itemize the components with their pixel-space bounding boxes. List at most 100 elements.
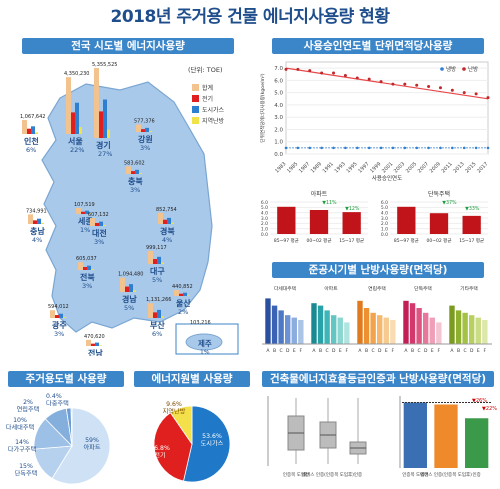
cert-bar [465, 418, 489, 468]
trend-xtick-label: 2003 [393, 161, 406, 174]
trend-xtick-label: 1991 [322, 161, 335, 174]
period-bar [455, 310, 462, 344]
map-legend-label: 지역난방 [202, 117, 225, 125]
period-bar [324, 310, 330, 344]
apt-bar [309, 210, 329, 234]
heating-point [450, 88, 454, 92]
period-bar [482, 320, 488, 344]
region-total-label: 1,131,266 [146, 297, 171, 303]
map-legend-swatch [192, 117, 199, 124]
region-pct-label: 3% [54, 330, 64, 338]
heating-point [474, 92, 478, 96]
region-district-bar [107, 129, 110, 138]
region-district-bar [149, 131, 152, 132]
apt-ytick: 6.0 [261, 200, 268, 206]
apt-ytick: 4.0 [261, 210, 268, 216]
usage-slice-label: 59% [85, 437, 99, 444]
trend-chart: 0.01.02.03.04.05.06.07.01983198519871989… [259, 61, 490, 244]
period-cat-label: C [372, 348, 375, 354]
usage-slice-label: 다세대주택 [6, 424, 35, 432]
period-cat-label: D [378, 348, 382, 354]
apt-note-b: ▼12% [345, 206, 360, 212]
region-elec-bar [71, 112, 75, 134]
period-cat-label: E [293, 348, 296, 354]
trend-xaxis-label: 사용승인연도 [372, 174, 402, 182]
region-gas-bar [37, 218, 41, 224]
period-bar [423, 312, 429, 344]
cert-box-label: 인증 [354, 471, 362, 478]
heating-point [320, 71, 324, 75]
region-pct-label: 5% [152, 276, 162, 284]
trend-xtick-label: 2011 [441, 161, 454, 174]
region-district-bar [89, 213, 92, 214]
cert-box-label: 에버스 인증(인증목 도입후) [302, 471, 354, 478]
period-bar [317, 305, 324, 344]
region-elec-bar [27, 128, 31, 134]
region-district-bar [41, 222, 44, 224]
region-gas-bar [129, 284, 133, 292]
region-gas-bar [99, 221, 103, 226]
region-total-bar [148, 250, 153, 264]
house-bar [397, 206, 416, 234]
period-cat-label: D [332, 348, 336, 354]
region-name-label: 충북 [128, 176, 143, 186]
trend-plot-area [285, 61, 489, 155]
region-elec-bar [179, 293, 183, 296]
cert-bar [403, 402, 427, 468]
region-total-label: 605,037 [76, 256, 97, 262]
usage-slice-label: 15% [19, 463, 33, 470]
source-section-header: 에너지원별 사용량 [134, 371, 250, 387]
map-legend-label: 도시가스 [202, 106, 225, 114]
region-district-bar [171, 222, 174, 224]
region-name-label: 강원 [138, 134, 153, 144]
region-elec-bar [131, 171, 135, 174]
period-bar [331, 315, 337, 344]
trend-ytick-label: 5.0 [274, 91, 283, 97]
region-gas-bar [135, 169, 139, 174]
region-elec-bar [83, 266, 87, 270]
usage-slice-label: 0.4% [46, 393, 62, 400]
source-slice-label: 전기 [154, 452, 165, 460]
apt-ytick: 3.0 [261, 216, 268, 222]
period-cat-label: E [431, 348, 434, 354]
source-slice-label: 53.6% [202, 433, 222, 440]
map-legend-swatch [192, 106, 199, 113]
region-elec-bar [55, 315, 59, 318]
period-bar [370, 312, 376, 344]
cert-bar-label: 인증 [473, 471, 481, 478]
period-bar [409, 303, 416, 344]
region-gas-bar [145, 127, 149, 132]
source-slice-label: 도시가스 [201, 440, 224, 448]
house-ytick: 4.0 [381, 210, 388, 216]
region-pct-label: 27% [98, 150, 112, 158]
region-name-label: 경남 [122, 294, 137, 304]
region-pct-label: 3% [130, 186, 140, 194]
region-total-label: 107,519 [74, 202, 95, 208]
region-elec-bar [163, 219, 167, 224]
trend-ytick-label: 3.0 [274, 115, 283, 121]
trend-xtick-label: 1987 [298, 161, 311, 174]
period-cat-label: A [312, 348, 316, 354]
period-bar [265, 298, 271, 344]
region-district-bar [187, 295, 190, 296]
period-bar [383, 317, 389, 344]
region-name-label: 경기 [96, 140, 111, 150]
region-name-label: 부산 [150, 320, 165, 330]
usage-slice-label: 2% [23, 399, 33, 406]
region-name-label: 전북 [80, 272, 95, 282]
period-section-header: 준공시기별 난방사용량(면적당) [272, 262, 484, 278]
region-pct-label: 4% [32, 236, 42, 244]
period-cat-label: C [326, 348, 329, 354]
trend-legend-cooling: 냉방 [446, 65, 456, 73]
period-bar [344, 322, 350, 344]
region-name-label: 대구 [150, 266, 165, 276]
house-ytick: 5.0 [381, 205, 388, 211]
region-total-bar [120, 277, 125, 292]
period-cat-label: D [424, 348, 428, 354]
heating-point [332, 71, 336, 75]
house-ytick: 1.0 [381, 226, 388, 232]
usage-slice-label: 10% [13, 417, 27, 424]
period-cat-label: F [346, 348, 349, 354]
period-bar [390, 320, 396, 344]
